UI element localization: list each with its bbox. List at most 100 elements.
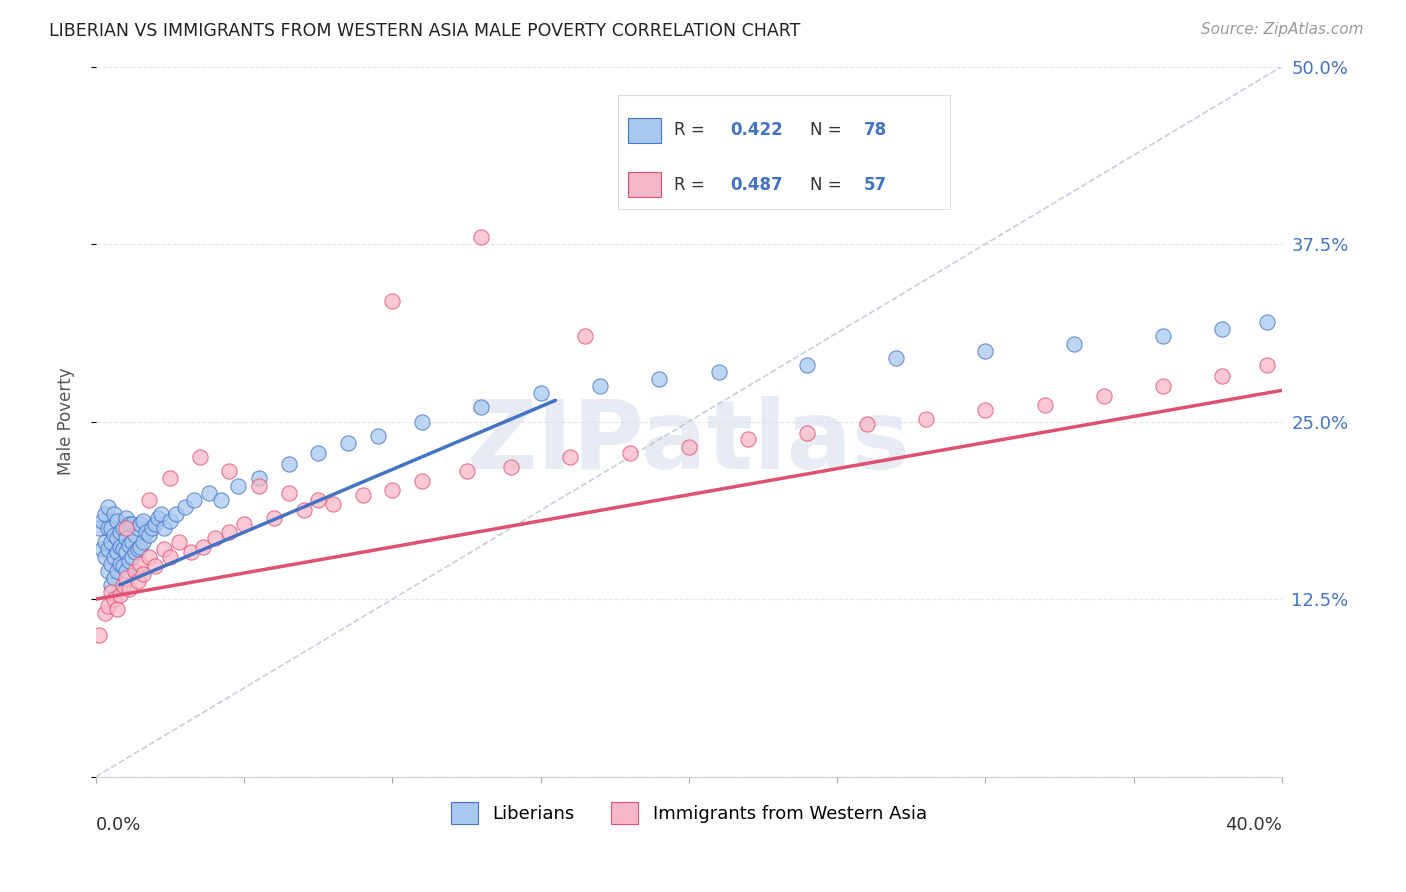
Point bbox=[1092, 389, 1115, 403]
Point bbox=[174, 500, 197, 514]
Point bbox=[307, 446, 329, 460]
Point bbox=[91, 514, 114, 528]
Point bbox=[97, 542, 120, 557]
Point bbox=[105, 545, 128, 559]
Point bbox=[129, 557, 152, 571]
Point bbox=[97, 564, 120, 578]
Text: LIBERIAN VS IMMIGRANTS FROM WESTERN ASIA MALE POVERTY CORRELATION CHART: LIBERIAN VS IMMIGRANTS FROM WESTERN ASIA… bbox=[49, 22, 800, 40]
Point bbox=[247, 478, 270, 492]
Point bbox=[263, 511, 285, 525]
Point bbox=[129, 516, 152, 531]
Point bbox=[470, 401, 492, 415]
Point bbox=[367, 429, 389, 443]
Point bbox=[915, 411, 938, 425]
Point bbox=[226, 478, 249, 492]
Point bbox=[159, 514, 181, 528]
Point bbox=[94, 549, 117, 564]
Point bbox=[97, 500, 120, 514]
Point bbox=[191, 540, 214, 554]
Point bbox=[209, 492, 232, 507]
Point bbox=[132, 566, 155, 581]
Point bbox=[103, 507, 125, 521]
Point bbox=[103, 528, 125, 542]
Point bbox=[150, 507, 173, 521]
Point bbox=[619, 446, 641, 460]
Point bbox=[114, 511, 136, 525]
Point bbox=[94, 535, 117, 549]
Point bbox=[167, 535, 190, 549]
Point bbox=[108, 588, 131, 602]
Point bbox=[105, 514, 128, 528]
Point bbox=[1033, 398, 1056, 412]
Point bbox=[97, 599, 120, 614]
Text: 0.0%: 0.0% bbox=[96, 815, 142, 834]
Point bbox=[336, 436, 359, 450]
Point bbox=[108, 525, 131, 540]
Point bbox=[114, 545, 136, 559]
Text: 40.0%: 40.0% bbox=[1225, 815, 1282, 834]
Point bbox=[127, 542, 149, 557]
Point bbox=[117, 554, 139, 568]
Point bbox=[91, 542, 114, 557]
Point bbox=[530, 386, 553, 401]
Point bbox=[103, 549, 125, 564]
Point bbox=[307, 492, 329, 507]
Point bbox=[127, 574, 149, 588]
Point bbox=[94, 607, 117, 621]
Point bbox=[105, 531, 128, 545]
Point bbox=[124, 545, 146, 559]
Point bbox=[411, 475, 433, 489]
Point bbox=[188, 450, 211, 464]
Point bbox=[138, 492, 160, 507]
Point bbox=[97, 521, 120, 535]
Point bbox=[648, 372, 671, 386]
Point bbox=[121, 535, 143, 549]
Point bbox=[105, 564, 128, 578]
Text: Source: ZipAtlas.com: Source: ZipAtlas.com bbox=[1201, 22, 1364, 37]
Point bbox=[1256, 358, 1278, 372]
Point bbox=[132, 514, 155, 528]
Point bbox=[148, 511, 170, 525]
Point bbox=[197, 485, 219, 500]
Point bbox=[886, 351, 908, 365]
Point bbox=[233, 516, 256, 531]
Point bbox=[111, 542, 134, 557]
Point bbox=[108, 557, 131, 571]
Point bbox=[277, 457, 299, 471]
Point bbox=[141, 521, 163, 535]
Point bbox=[159, 471, 181, 485]
Point bbox=[218, 525, 240, 540]
Point bbox=[87, 521, 110, 535]
Point bbox=[111, 559, 134, 574]
Point bbox=[105, 602, 128, 616]
Point bbox=[381, 293, 404, 308]
Point bbox=[121, 549, 143, 564]
Point bbox=[1256, 315, 1278, 329]
Point bbox=[129, 540, 152, 554]
Point bbox=[204, 531, 226, 545]
Point bbox=[100, 578, 122, 592]
Point bbox=[135, 525, 157, 540]
Point bbox=[974, 403, 997, 417]
Point bbox=[292, 502, 315, 516]
Point bbox=[737, 432, 759, 446]
Point bbox=[117, 582, 139, 597]
Point bbox=[1063, 336, 1085, 351]
Y-axis label: Male Poverty: Male Poverty bbox=[58, 368, 75, 475]
Point bbox=[855, 417, 877, 432]
Point bbox=[132, 535, 155, 549]
Point bbox=[707, 365, 730, 379]
Point bbox=[322, 497, 344, 511]
Point bbox=[411, 415, 433, 429]
Point bbox=[100, 585, 122, 599]
Point bbox=[103, 571, 125, 585]
Point bbox=[560, 450, 582, 464]
Point bbox=[138, 528, 160, 542]
Point bbox=[796, 425, 818, 440]
Point bbox=[117, 538, 139, 552]
Legend: Liberians, Immigrants from Western Asia: Liberians, Immigrants from Western Asia bbox=[451, 803, 927, 824]
Point bbox=[165, 507, 187, 521]
Point bbox=[589, 379, 612, 393]
Point bbox=[180, 545, 202, 559]
Point bbox=[678, 173, 700, 187]
